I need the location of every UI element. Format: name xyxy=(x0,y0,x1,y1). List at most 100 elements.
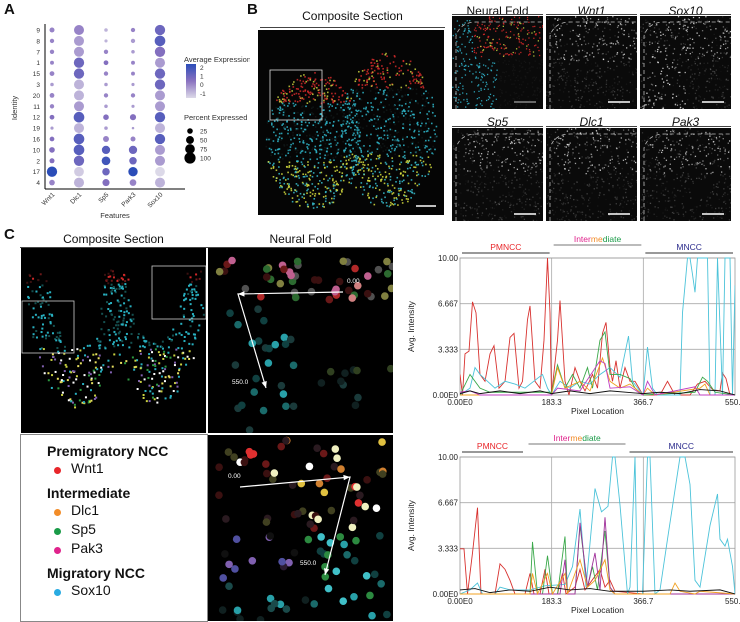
cell-spot xyxy=(479,27,480,28)
cell-spot xyxy=(333,182,335,184)
cell-spot xyxy=(540,64,541,65)
cell-spot xyxy=(352,90,354,92)
dot-sox10-8 xyxy=(155,36,166,47)
cell-spot xyxy=(352,122,354,124)
cell-spot xyxy=(72,370,74,372)
cell-spot xyxy=(557,29,558,30)
cell-spot xyxy=(363,167,365,169)
cell-spot xyxy=(676,174,677,175)
cell-spot xyxy=(663,86,664,87)
cell-spot xyxy=(348,151,350,153)
cell-spot xyxy=(650,195,651,196)
cell-spot xyxy=(521,28,522,29)
cell-spot xyxy=(342,123,344,125)
cell-spot xyxy=(103,333,105,335)
cell-spot xyxy=(585,157,586,158)
cell-spot xyxy=(704,150,705,151)
cell-spot xyxy=(559,19,560,20)
cell-spot xyxy=(336,113,338,115)
cell-spot xyxy=(578,50,579,51)
cell-spot xyxy=(694,157,695,158)
cell-spot xyxy=(668,197,669,198)
cell-spot xyxy=(281,92,283,94)
cell-spot xyxy=(337,142,339,144)
cell-spot xyxy=(505,48,506,49)
cell-spot xyxy=(608,161,609,162)
cell-spot xyxy=(576,90,577,91)
cell-spot xyxy=(503,29,504,30)
cell-spot xyxy=(538,157,539,158)
c-composite-title: Composite Section xyxy=(21,232,206,246)
cell-spot xyxy=(301,124,303,126)
cell-spot xyxy=(484,25,485,26)
cell-spot xyxy=(616,66,617,67)
cell-spot xyxy=(485,28,486,29)
cell-spot xyxy=(636,37,637,38)
cell-spot xyxy=(518,25,519,26)
cell-spot xyxy=(642,210,643,211)
cell-spot xyxy=(607,17,608,18)
cell-spot xyxy=(346,163,348,165)
cell-spot xyxy=(462,24,463,25)
cell-spot xyxy=(687,27,688,28)
cell-spot xyxy=(484,176,485,177)
cell-spot xyxy=(111,280,113,282)
cell-spot xyxy=(635,196,636,197)
cell-spot xyxy=(642,175,643,176)
cell-spot xyxy=(285,92,287,94)
cell-spot xyxy=(118,337,120,339)
cell-spot xyxy=(479,143,480,144)
cell-spot xyxy=(466,133,467,134)
cell-spot xyxy=(559,189,560,190)
cell-spot xyxy=(383,111,385,113)
y-axis-title: Identity xyxy=(10,96,19,120)
cell-spot xyxy=(634,218,635,219)
cell-spot xyxy=(675,37,676,38)
cell-spot xyxy=(562,210,563,211)
cell-spot xyxy=(516,93,517,94)
cell-spot xyxy=(635,136,636,137)
cell-spot xyxy=(599,39,600,40)
cell-spot xyxy=(305,105,307,107)
cell-spot xyxy=(394,203,396,205)
cell-spot xyxy=(574,80,575,81)
cell-spot xyxy=(657,160,658,161)
cell-spot xyxy=(672,94,673,95)
cell-spot xyxy=(539,67,540,68)
cell-spot xyxy=(520,153,521,154)
cell-spot xyxy=(479,215,480,216)
cell-spot xyxy=(530,169,531,170)
cell-spot xyxy=(189,350,191,352)
cell-spot xyxy=(676,212,677,213)
cell-spot xyxy=(517,173,518,174)
cell-spot xyxy=(563,136,564,137)
cell-spot xyxy=(604,108,605,109)
cell-spot xyxy=(393,119,395,121)
cell-spot xyxy=(630,167,631,168)
cell-spot xyxy=(316,138,318,140)
cell-spot xyxy=(494,141,495,142)
cell-spot xyxy=(688,164,689,165)
cell-spot xyxy=(457,193,458,194)
cell-spot xyxy=(302,112,304,114)
cell-spot xyxy=(419,112,421,114)
cell-spot xyxy=(301,128,303,130)
cell-spot xyxy=(311,107,313,109)
cell-spot xyxy=(685,44,686,45)
cell-spot xyxy=(646,104,647,105)
cell-spot xyxy=(363,186,365,188)
cell-spot xyxy=(608,22,609,23)
cell-spot xyxy=(345,103,347,105)
cell-spot xyxy=(126,333,128,335)
cell-spot xyxy=(430,137,432,139)
cell-spot xyxy=(597,76,598,77)
cell-spot xyxy=(555,38,556,39)
cell-spot xyxy=(531,199,532,200)
cell-spot xyxy=(600,216,601,217)
cell-spot xyxy=(679,64,680,65)
cell-spot xyxy=(579,34,580,35)
cell-spot xyxy=(711,50,712,51)
cell-spot xyxy=(549,25,550,26)
cell-spot xyxy=(517,157,518,158)
cell-spot xyxy=(570,209,571,210)
